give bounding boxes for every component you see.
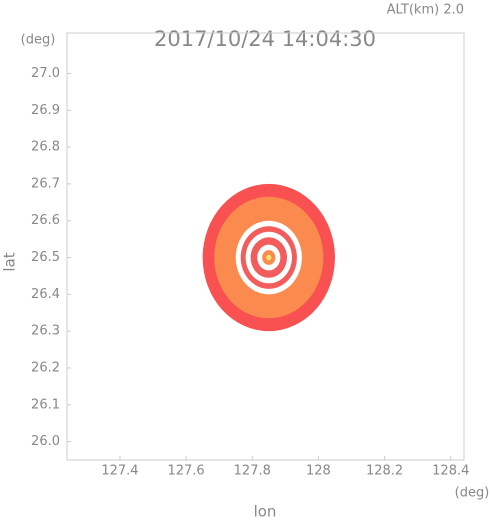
y-tick-label: 26.0 — [31, 434, 60, 449]
y-tick-label: 26.9 — [31, 103, 60, 118]
x-tick-label: 127.8 — [234, 464, 271, 479]
y-tick-label: 26.1 — [31, 397, 60, 412]
y-unit: (deg) — [21, 33, 56, 48]
x-unit: (deg) — [455, 486, 490, 501]
x-axis-label: lon — [254, 503, 277, 521]
x-tick-label: 127.6 — [167, 464, 204, 479]
altitude: ALT(km) 2.0 — [387, 3, 464, 18]
y-tick-label: 26.6 — [31, 213, 60, 228]
x-tick-label: 128.2 — [366, 464, 403, 479]
y-tick-label: 27.0 — [31, 66, 60, 81]
y-tick-label: 26.4 — [31, 287, 60, 302]
y-tick-label: 26.7 — [31, 176, 60, 191]
chart-title: 2017/10/24 14:04:30 — [154, 27, 376, 51]
y-tick-label: 26.3 — [31, 324, 60, 339]
y-tick-label: 26.8 — [31, 140, 60, 155]
echo-ring — [266, 254, 272, 261]
plot-frame — [66, 32, 465, 461]
x-tick-label: 128.4 — [432, 464, 469, 479]
x-tick-label: 128 — [306, 464, 331, 479]
x-tick-label: 127.4 — [101, 464, 138, 479]
y-axis-label: lat — [1, 252, 19, 271]
y-tick-label: 26.5 — [31, 250, 60, 265]
y-tick-label: 26.2 — [31, 360, 60, 375]
